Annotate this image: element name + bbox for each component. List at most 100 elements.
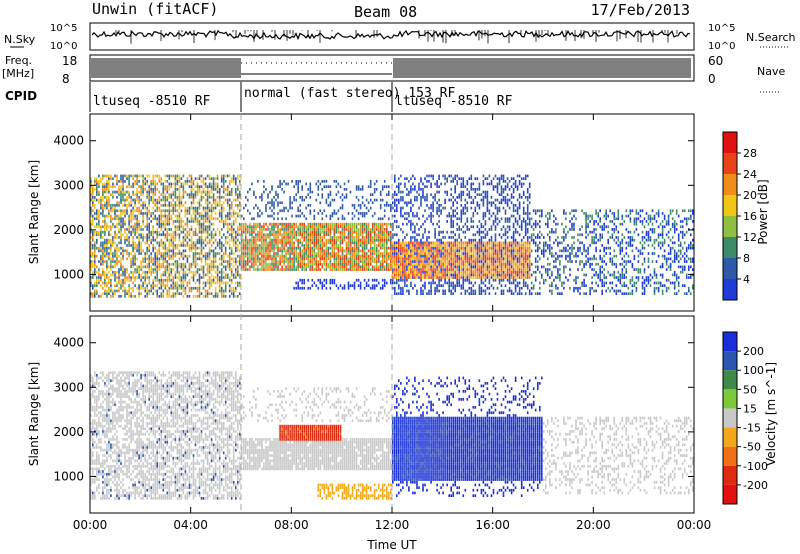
heatmap-cell	[426, 185, 428, 188]
heatmap-cell	[186, 220, 189, 223]
heatmap-cell	[150, 268, 152, 271]
heatmap-cell	[386, 257, 388, 261]
heatmap-cell	[444, 278, 446, 282]
heatmap-cell	[446, 214, 448, 218]
heatmap-cell	[448, 281, 450, 285]
heatmap-cell	[307, 236, 309, 239]
heatmap-cell	[359, 244, 362, 247]
heatmap-cell	[291, 214, 293, 218]
heatmap-cell	[192, 257, 195, 261]
heatmap-cell	[120, 174, 122, 178]
heatmap-cell	[128, 201, 130, 205]
heatmap-cell	[194, 265, 197, 269]
heatmap-cell	[228, 276, 231, 279]
heatmap-cell	[313, 249, 316, 253]
heatmap-cell	[375, 233, 378, 237]
heatmap-cell	[404, 252, 406, 255]
heatmap-cell	[178, 252, 181, 255]
heatmap-cell	[432, 268, 434, 271]
heatmap-cell	[365, 228, 368, 231]
heatmap-cell	[204, 217, 207, 221]
heatmap-cell	[392, 262, 394, 266]
heatmap-cell	[184, 190, 187, 194]
heatmap-cell	[112, 225, 114, 229]
heatmap-cell	[210, 204, 213, 207]
heatmap-cell	[148, 188, 150, 191]
heatmap-cell	[243, 228, 245, 231]
heatmap-cell	[90, 268, 92, 271]
heatmap-cell	[114, 265, 116, 269]
heatmap-cell	[305, 236, 307, 239]
heatmap-cell	[210, 188, 213, 191]
heatmap-cell	[295, 281, 297, 285]
heatmap-cell	[398, 246, 400, 250]
heatmap-cell	[96, 209, 98, 213]
heatmap-cell	[172, 249, 175, 253]
heatmap-cell	[424, 286, 426, 290]
heatmap-cell	[190, 286, 193, 290]
heatmap-cell	[432, 241, 434, 245]
heatmap-cell	[456, 206, 458, 210]
heatmap-cell	[369, 268, 372, 271]
heatmap-cell	[452, 244, 454, 247]
heatmap-cell	[383, 254, 386, 258]
heatmap-cell	[226, 214, 229, 218]
heatmap-cell	[448, 214, 450, 218]
heatmap-cell	[379, 190, 382, 194]
heatmap-cell	[317, 236, 320, 239]
heatmap-cell	[204, 257, 207, 261]
heatmap-cell	[271, 233, 273, 237]
heatmap-cell	[315, 241, 318, 245]
heatmap-cell	[363, 262, 366, 266]
heatmap-cell	[357, 278, 360, 282]
heatmap-cell	[241, 260, 243, 263]
heatmap-cell	[438, 214, 440, 218]
heatmap-cell	[224, 220, 227, 223]
heatmap-cell	[402, 222, 404, 226]
heatmap-cell	[164, 212, 167, 215]
heatmap-cell	[146, 295, 148, 298]
heatmap-cell	[160, 217, 163, 221]
heatmap-cell	[343, 265, 346, 269]
heatmap-cell	[130, 185, 132, 188]
heatmap-cell	[440, 284, 442, 287]
heatmap-cell	[90, 281, 92, 285]
heatmap-cell	[122, 289, 124, 293]
heatmap-cell	[170, 286, 173, 290]
heatmap-cell	[371, 238, 374, 242]
heatmap-cell	[327, 228, 330, 231]
heatmap-cell	[241, 222, 243, 226]
heatmap-cell	[158, 177, 161, 180]
heatmap-cell	[434, 228, 436, 231]
heatmap-cell	[235, 198, 237, 202]
heatmap-cell	[275, 260, 277, 263]
heatmap-cell	[261, 212, 263, 215]
heatmap-cell	[406, 270, 408, 274]
heatmap-cell	[116, 270, 118, 274]
heatmap-cell	[96, 238, 98, 242]
heatmap-cell	[178, 278, 181, 282]
heatmap-cell	[414, 214, 416, 218]
heatmap-cell	[102, 254, 104, 258]
heatmap-cell	[450, 214, 452, 218]
heatmap-cell	[110, 257, 112, 261]
heatmap-cell	[381, 254, 384, 258]
heatmap-cell	[156, 254, 158, 258]
heatmap-cell	[412, 246, 414, 250]
heatmap-cell	[154, 182, 156, 186]
heatmap-cell	[198, 228, 201, 231]
heatmap-cell	[418, 188, 420, 191]
heatmap-cell	[363, 278, 366, 282]
heatmap-cell	[436, 289, 438, 293]
heatmap-cell	[283, 246, 285, 250]
heatmap-cell	[388, 238, 390, 242]
heatmap-cell	[90, 214, 92, 218]
heatmap-cell	[279, 238, 281, 242]
heatmap-cell	[230, 252, 233, 255]
heatmap-cell	[188, 278, 191, 282]
heatmap-cell	[277, 265, 279, 269]
heatmap-cell	[166, 185, 169, 188]
heatmap-cell	[226, 198, 229, 202]
heatmap-cell	[381, 241, 384, 245]
heatmap-cell	[430, 260, 432, 263]
